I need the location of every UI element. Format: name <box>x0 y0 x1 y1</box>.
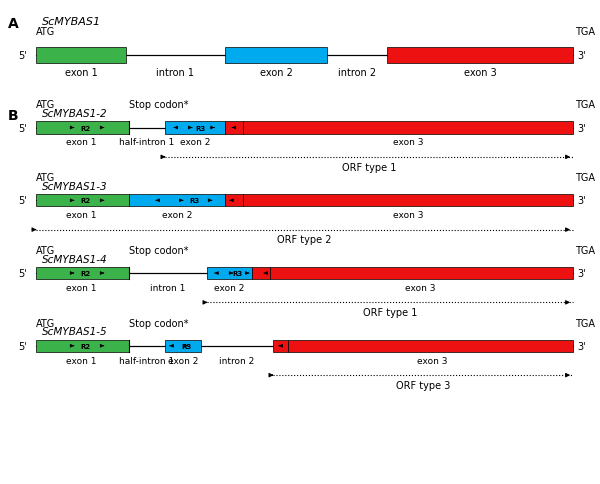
Text: 3': 3' <box>578 51 586 60</box>
Text: 3': 3' <box>578 341 586 351</box>
Text: ScMYBAS1: ScMYBAS1 <box>42 17 101 27</box>
Text: exon 1: exon 1 <box>66 138 96 147</box>
Text: exon 1: exon 1 <box>66 356 96 365</box>
Text: TGA: TGA <box>575 245 595 256</box>
Text: ScMYBAS1-2: ScMYBAS1-2 <box>42 109 107 119</box>
Bar <box>225 122 243 135</box>
Text: TGA: TGA <box>575 100 595 110</box>
Text: Stop codon*: Stop codon* <box>129 245 188 256</box>
Bar <box>36 122 129 135</box>
Text: ATG: ATG <box>36 27 55 37</box>
Text: R3: R3 <box>195 125 206 131</box>
Bar <box>36 48 126 63</box>
Text: Stop codon*: Stop codon* <box>129 318 188 328</box>
Text: ORF type 2: ORF type 2 <box>277 235 332 245</box>
Bar <box>288 340 573 352</box>
Text: exon 2: exon 2 <box>260 68 292 78</box>
Text: exon 1: exon 1 <box>66 284 96 292</box>
Bar <box>243 195 573 207</box>
Text: exon 1: exon 1 <box>65 68 97 78</box>
Text: A: A <box>8 17 19 31</box>
Text: exon 2: exon 2 <box>168 356 198 365</box>
Bar <box>165 340 201 352</box>
Text: TGA: TGA <box>575 173 595 183</box>
Text: exon 3: exon 3 <box>417 356 447 365</box>
Text: 3': 3' <box>578 196 586 206</box>
Text: 3': 3' <box>578 269 586 278</box>
Text: ORF type 3: ORF type 3 <box>396 380 450 390</box>
Text: intron 2: intron 2 <box>220 356 254 365</box>
Text: 5': 5' <box>18 269 27 278</box>
Text: R2: R2 <box>81 125 91 131</box>
Bar <box>129 195 225 207</box>
Text: intron 1: intron 1 <box>151 284 185 292</box>
Text: R2: R2 <box>81 343 91 349</box>
Text: ScMYBAS1-5: ScMYBAS1-5 <box>42 327 107 337</box>
Text: exon 2: exon 2 <box>180 138 210 147</box>
Bar <box>36 267 129 280</box>
Text: R2: R2 <box>81 198 91 204</box>
Text: exon 3: exon 3 <box>393 138 423 147</box>
Text: exon 3: exon 3 <box>393 211 423 220</box>
Bar <box>36 340 129 352</box>
Text: Stop codon*: Stop codon* <box>129 100 188 110</box>
Text: exon 3: exon 3 <box>405 284 435 292</box>
Text: R3: R3 <box>189 198 200 204</box>
Text: ScMYBAS1-4: ScMYBAS1-4 <box>42 254 107 264</box>
Bar <box>252 267 270 280</box>
Text: half-intron 1: half-intron 1 <box>119 356 175 365</box>
Text: ORF type 1: ORF type 1 <box>363 308 417 318</box>
Text: ATG: ATG <box>36 318 55 328</box>
Text: half-intron 1: half-intron 1 <box>119 138 175 147</box>
Bar <box>243 122 573 135</box>
Text: ATG: ATG <box>36 173 55 183</box>
Text: ORF type 1: ORF type 1 <box>342 163 396 172</box>
Text: 5': 5' <box>18 341 27 351</box>
Text: ATG: ATG <box>36 100 55 110</box>
Text: R2: R2 <box>81 271 91 276</box>
Bar <box>273 340 288 352</box>
Text: TGA: TGA <box>575 27 595 37</box>
Bar <box>207 267 252 280</box>
Text: 3': 3' <box>578 123 586 133</box>
Text: R3: R3 <box>181 343 191 349</box>
Bar <box>225 48 327 63</box>
Text: exon 1: exon 1 <box>66 211 96 220</box>
Text: ATG: ATG <box>36 245 55 256</box>
Bar <box>165 122 225 135</box>
Text: exon 2: exon 2 <box>214 284 244 292</box>
Bar <box>270 267 573 280</box>
Text: intron 2: intron 2 <box>338 68 376 78</box>
Text: 5': 5' <box>18 196 27 206</box>
Text: 5': 5' <box>18 123 27 133</box>
Bar <box>36 195 129 207</box>
Text: ScMYBAS1-3: ScMYBAS1-3 <box>42 182 107 192</box>
Text: intron 1: intron 1 <box>156 68 194 78</box>
Bar <box>225 195 243 207</box>
Text: B: B <box>8 109 19 123</box>
Bar <box>387 48 573 63</box>
Text: R3: R3 <box>232 271 243 276</box>
Text: exon 2: exon 2 <box>162 211 192 220</box>
Text: exon 3: exon 3 <box>464 68 496 78</box>
Text: TGA: TGA <box>575 318 595 328</box>
Text: 5': 5' <box>18 51 27 60</box>
